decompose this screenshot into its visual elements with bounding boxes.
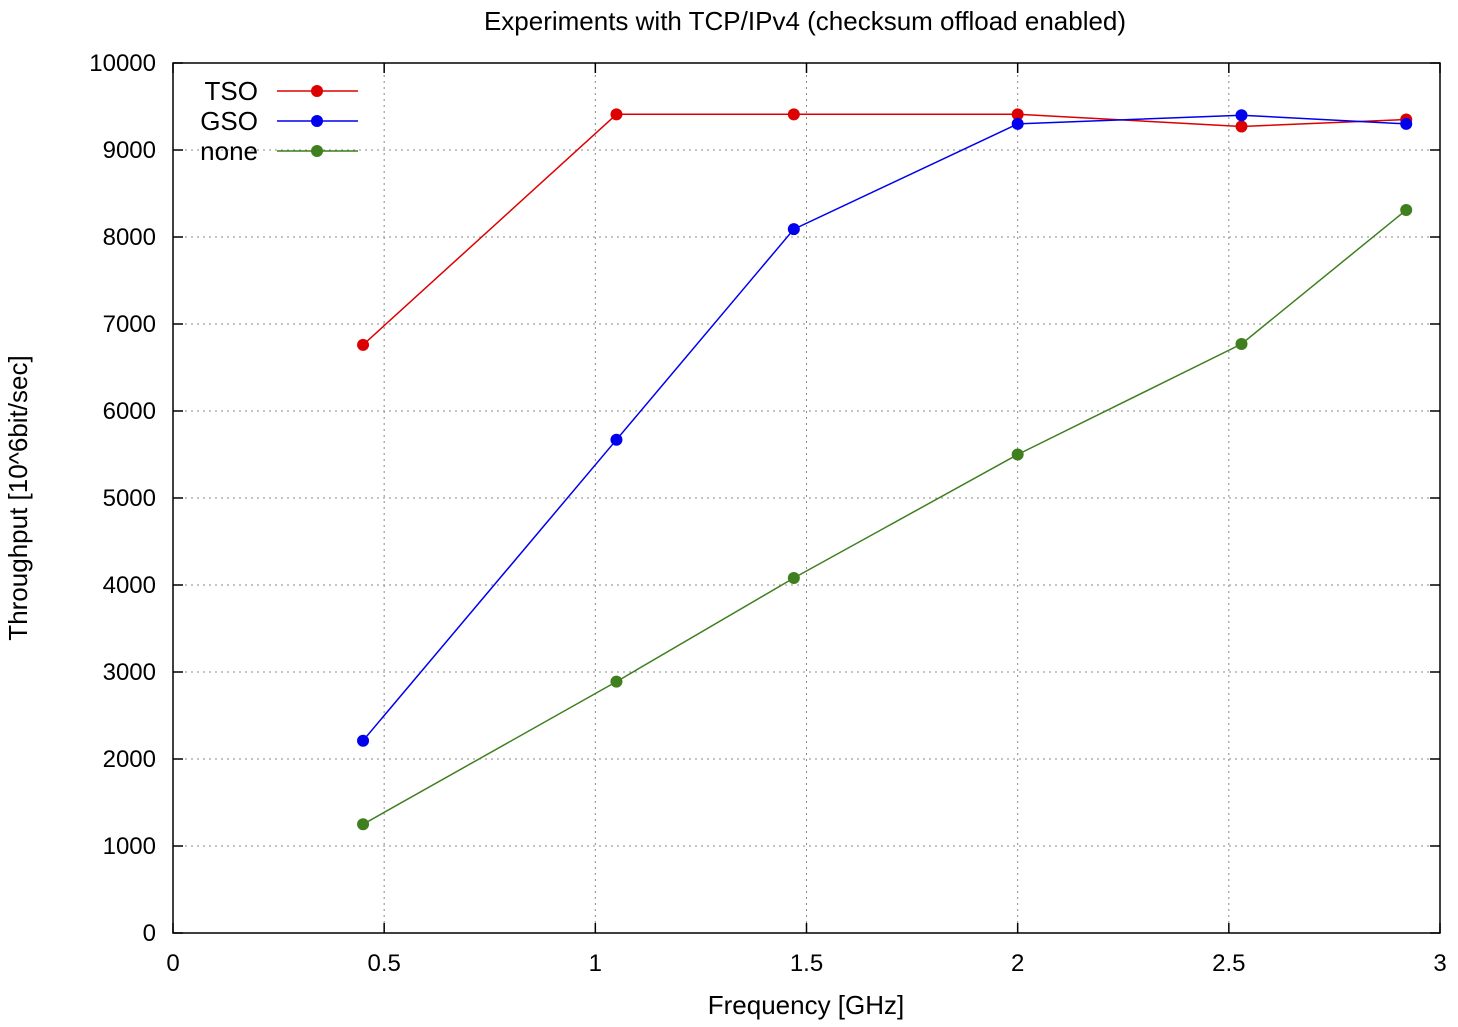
x-tick-label: 0.5 xyxy=(367,950,400,977)
data-point-tso xyxy=(1011,108,1024,121)
grid xyxy=(173,63,1440,933)
y-tick-label: 5000 xyxy=(103,485,156,512)
data-point-tso xyxy=(610,108,623,121)
series-gso xyxy=(357,109,1413,747)
legend-swatch-marker xyxy=(311,115,323,127)
y-tick-label: 6000 xyxy=(103,398,156,425)
data-point-none xyxy=(1400,204,1413,217)
data-point-tso xyxy=(787,108,800,121)
x-tick-label: 2.5 xyxy=(1212,950,1245,977)
data-point-gso xyxy=(1011,117,1024,130)
legend-label: GSO xyxy=(200,106,258,136)
y-tick-label: 1000 xyxy=(103,833,156,860)
data-point-gso xyxy=(1400,117,1413,130)
data-point-gso xyxy=(357,734,370,747)
axis-ticks: 0100020003000400050006000700080009000100… xyxy=(89,50,1446,977)
data-point-none xyxy=(610,675,623,688)
legend-label: none xyxy=(200,136,258,166)
legend-item-gso: GSO xyxy=(200,106,358,136)
series-line-gso xyxy=(362,114,1407,742)
x-tick-label: 1 xyxy=(589,950,602,977)
series-tso xyxy=(357,108,1413,351)
y-axis-label: Throughput [10^6bit/sec] xyxy=(3,355,33,640)
series-group xyxy=(357,108,1413,831)
y-tick-label: 8000 xyxy=(103,224,156,251)
data-point-none xyxy=(787,572,800,585)
legend-swatch-marker xyxy=(311,145,323,157)
y-tick-label: 9000 xyxy=(103,137,156,164)
x-tick-label: 0 xyxy=(166,950,179,977)
y-tick-label: 0 xyxy=(143,920,156,947)
data-point-tso xyxy=(357,338,370,351)
series-line-none xyxy=(362,209,1407,825)
y-tick-label: 3000 xyxy=(103,659,156,686)
data-point-none xyxy=(1011,448,1024,461)
legend-swatch-marker xyxy=(311,85,323,97)
x-tick-label: 2 xyxy=(1011,950,1024,977)
data-point-gso xyxy=(1235,109,1248,122)
x-axis-label: Frequency [GHz] xyxy=(708,990,905,1020)
x-tick-label: 3 xyxy=(1433,950,1446,977)
data-point-tso xyxy=(1235,120,1248,133)
chart-title: Experiments with TCP/IPv4 (checksum offl… xyxy=(484,6,1126,36)
data-point-gso xyxy=(610,433,623,446)
y-tick-label: 2000 xyxy=(103,746,156,773)
series-line-tso xyxy=(362,113,1407,346)
data-point-none xyxy=(357,818,370,831)
legend-item-tso: TSO xyxy=(205,76,358,106)
y-tick-label: 7000 xyxy=(103,311,156,338)
data-point-gso xyxy=(787,223,800,236)
x-tick-label: 1.5 xyxy=(790,950,823,977)
series-none xyxy=(357,204,1413,831)
legend-label: TSO xyxy=(205,76,258,106)
legend-item-none: none xyxy=(200,136,358,166)
y-tick-label: 4000 xyxy=(103,572,156,599)
data-point-none xyxy=(1235,338,1248,351)
y-tick-label: 10000 xyxy=(89,50,156,77)
